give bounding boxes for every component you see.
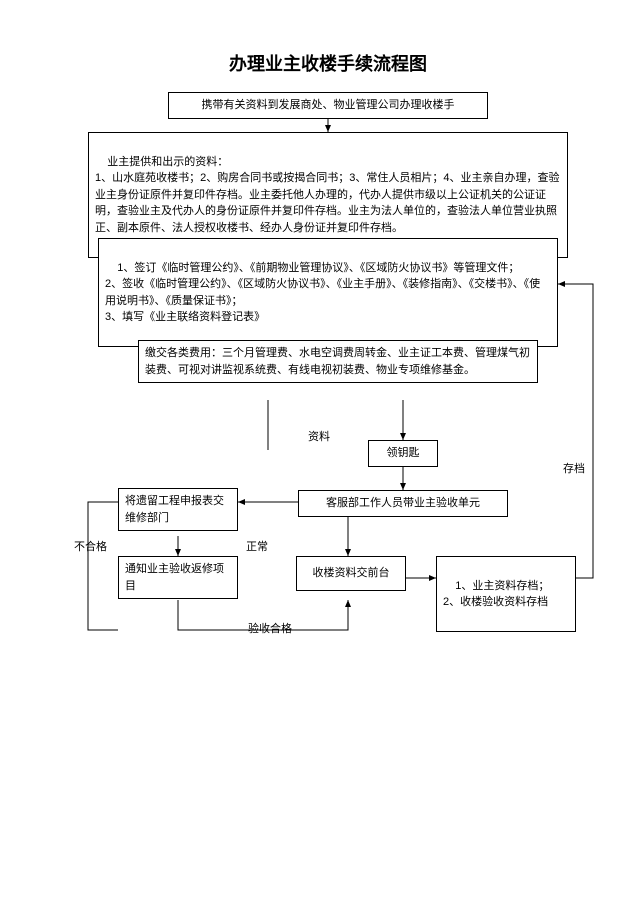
node-start: 携带有关资料到发展商处、物业管理公司办理收楼手 xyxy=(168,92,488,119)
label-yanshouhege: 验收合格 xyxy=(248,620,292,636)
flowchart-page: 办理业主收楼手续流程图 携带有关资料到 xyxy=(48,40,608,850)
label-buhege: 不合格 xyxy=(74,538,107,554)
label-ziliao: 资料 xyxy=(308,428,330,444)
node-fees: 缴交各类费用：三个月管理费、水电空调费周转金、业主证工本费、管理煤气初装费、可视… xyxy=(138,340,538,383)
node-keys-text: 领钥匙 xyxy=(387,447,420,459)
node-keys: 领钥匙 xyxy=(368,440,438,467)
node-inspection: 客服部工作人员带业主验收单元 xyxy=(298,490,508,517)
node-sign-docs: 1、签订《临时管理公约》、《前期物业管理协议》、《区域防火协议书》等管理文件； … xyxy=(98,238,558,347)
label-zhengchang: 正常 xyxy=(246,538,268,554)
node-submit-docs-text: 收楼资料交前台 xyxy=(313,567,390,579)
node-submit-docs: 收楼资料交前台 xyxy=(296,556,406,591)
node-start-text: 携带有关资料到发展商处、物业管理公司办理收楼手 xyxy=(202,99,455,111)
node-inspection-text: 客服部工作人员带业主验收单元 xyxy=(326,497,480,509)
node-notify-reinspect-text: 通知业主验收返修项目 xyxy=(125,563,224,592)
node-report-form-text: 将遗留工程申报表交维修部门 xyxy=(125,495,224,524)
node-notify-reinspect: 通知业主验收返修项目 xyxy=(118,556,238,599)
chart-title: 办理业主收楼手续流程图 xyxy=(48,50,608,76)
node-archive-text: 1、业主资料存档； 2、收楼验收资料存档 xyxy=(443,580,549,609)
node-archive: 1、业主资料存档； 2、收楼验收资料存档 xyxy=(436,556,576,632)
node-report-form: 将遗留工程申报表交维修部门 xyxy=(118,488,238,531)
node-materials-text: 业主提供和出示的资料： 1、山水庭苑收楼书；2、购房合同书或按揭合同书；3、常住… xyxy=(95,156,559,234)
label-cundang: 存档 xyxy=(563,460,585,476)
node-sign-docs-text: 1、签订《临时管理公约》、《前期物业管理协议》、《区域防火协议书》等管理文件； … xyxy=(105,262,540,324)
node-fees-text: 缴交各类费用：三个月管理费、水电空调费周转金、业主证工本费、管理煤气初装费、可视… xyxy=(145,347,530,376)
